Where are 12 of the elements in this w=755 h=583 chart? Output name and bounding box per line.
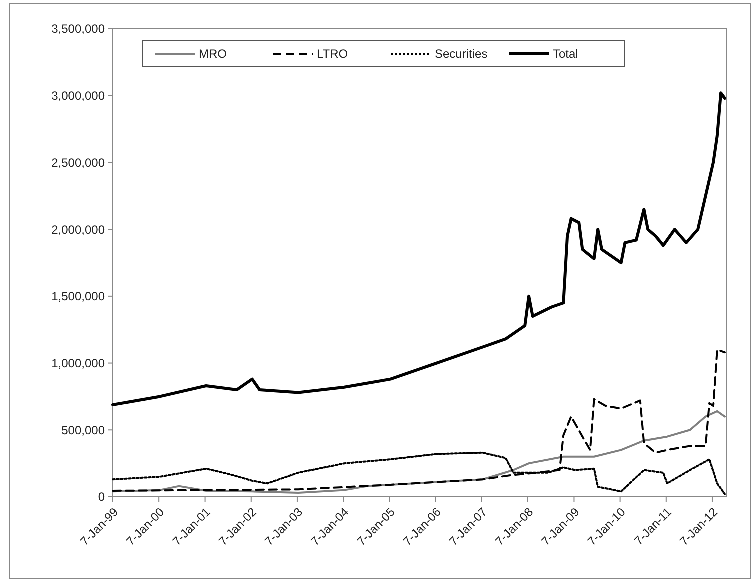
legend-label: LTRO <box>317 47 348 62</box>
y-tick-label: 2,500,000 <box>52 156 106 170</box>
legend-label: Total <box>553 47 578 62</box>
y-tick-label: 2,000,000 <box>52 222 106 237</box>
legend-label: MRO <box>199 47 227 62</box>
y-tick-label: 3,500,000 <box>52 22 106 36</box>
y-tick-label: 3,000,000 <box>52 89 106 104</box>
legend-label: Securities <box>435 47 488 62</box>
y-tick-label: 0 <box>98 490 106 504</box>
y-tick-label: 1,500,000 <box>52 290 106 304</box>
y-tick-label: 500,000 <box>62 423 106 438</box>
y-tick-label: 1,000,000 <box>52 356 106 370</box>
